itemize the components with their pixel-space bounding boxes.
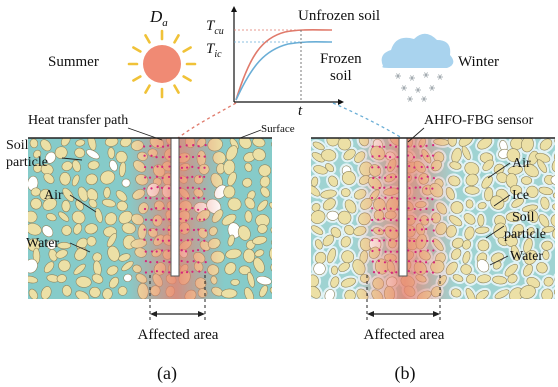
frozen-curve bbox=[235, 41, 333, 101]
tcu-label: Tcu bbox=[206, 18, 224, 37]
air-b-label: Air bbox=[512, 156, 531, 171]
sensor-b bbox=[398, 137, 408, 277]
ice-b-label: Ice bbox=[512, 188, 529, 203]
soil-particle-a-label-1: Soil bbox=[6, 138, 29, 153]
panel-b-tag: (b) bbox=[395, 363, 416, 384]
tic-label: Tic bbox=[206, 41, 222, 60]
air-a-label: Air bbox=[44, 188, 63, 203]
sensor-a bbox=[170, 137, 180, 277]
panel-a-tag: (a) bbox=[157, 363, 177, 384]
soil-particle-b-label-1: Soil bbox=[512, 210, 535, 225]
water-a-label: Water bbox=[26, 236, 59, 251]
heat-transfer-path-label: Heat transfer path bbox=[28, 113, 128, 128]
temperature-inset bbox=[231, 6, 344, 105]
unfrozen-curve bbox=[235, 29, 333, 101]
winter-label: Winter bbox=[458, 54, 499, 70]
da-label: Da bbox=[149, 7, 168, 29]
summer-label: Summer bbox=[48, 54, 99, 70]
soil-particle-a-label-2: particle bbox=[6, 155, 48, 170]
sensor-label: AHFO-FBG sensor bbox=[424, 113, 534, 128]
frozen-soil-label-1: Frozen bbox=[320, 51, 362, 67]
water-b-label: Water bbox=[510, 249, 543, 264]
surface-label: Surface bbox=[261, 123, 295, 135]
panel-a-soil bbox=[28, 137, 272, 299]
soil-particle-b-label-2: particle bbox=[504, 227, 546, 242]
sun-icon bbox=[127, 29, 197, 99]
t-axis-label: t bbox=[298, 103, 303, 119]
panel-b-soil bbox=[311, 137, 555, 299]
affected-area-b bbox=[366, 275, 441, 322]
unfrozen-soil-label: Unfrozen soil bbox=[298, 8, 380, 24]
snow-cloud-icon bbox=[381, 33, 454, 102]
affected-area-b-label: Affected area bbox=[364, 327, 445, 343]
affected-area-a-label: Affected area bbox=[138, 327, 219, 343]
affected-area-a bbox=[149, 275, 206, 322]
frozen-soil-label-2: soil bbox=[330, 68, 352, 84]
